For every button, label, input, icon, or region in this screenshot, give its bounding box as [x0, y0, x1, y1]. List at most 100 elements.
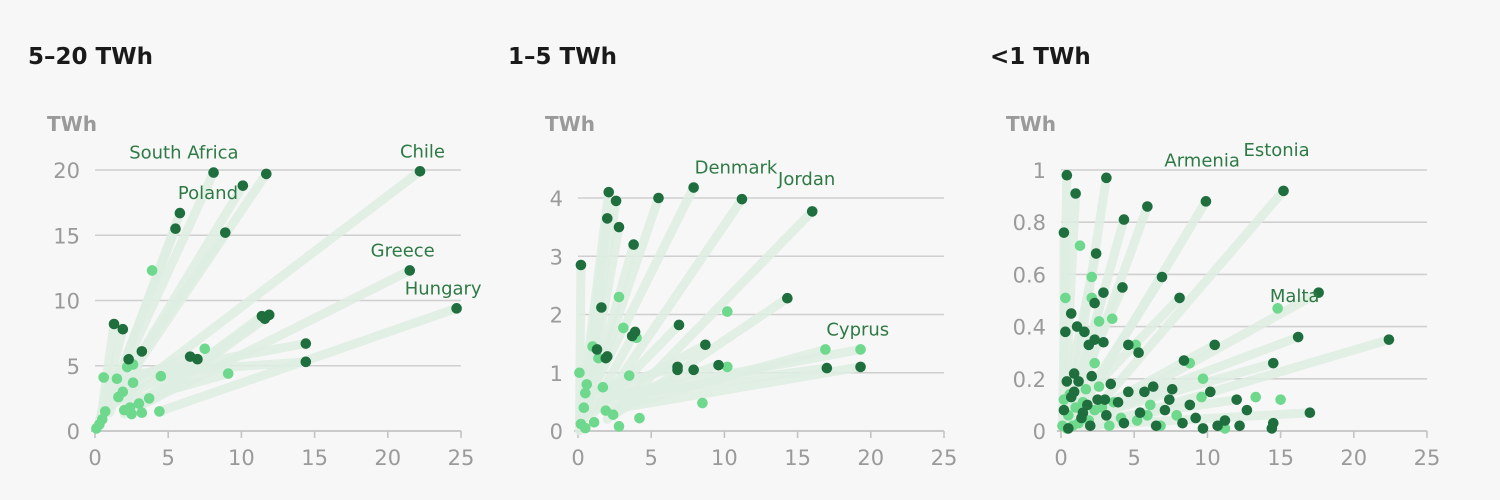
data-point-light — [1275, 394, 1286, 405]
data-point-light — [597, 382, 609, 393]
data-point-light — [613, 291, 625, 303]
data-point-light — [1093, 381, 1105, 392]
y-tick-label: 4 — [550, 187, 563, 211]
connector-line — [595, 194, 747, 413]
data-point-dark — [1164, 394, 1175, 405]
connector-line — [112, 354, 202, 406]
data-point-light — [143, 393, 155, 404]
connector-line — [617, 362, 866, 413]
data-point-dark — [1070, 188, 1081, 199]
data-point-dark — [1101, 410, 1112, 421]
data-point-dark — [600, 352, 612, 364]
data-point-light — [574, 367, 585, 379]
data-point-dark — [596, 302, 607, 313]
data-point-light — [1106, 313, 1118, 325]
y-tick-label: 0.8 — [1013, 211, 1046, 235]
data-point-light — [580, 422, 591, 434]
data-point-dark — [713, 359, 724, 371]
data-point-light — [618, 322, 629, 334]
data-point-dark — [1086, 370, 1098, 382]
x-tick-label: 25 — [448, 446, 475, 470]
data-point-light — [127, 377, 139, 389]
x-tick-label: 10 — [711, 446, 738, 470]
data-point-dark — [1068, 368, 1080, 379]
connector-line — [585, 327, 640, 419]
data-point-dark — [1266, 423, 1278, 434]
data-point-dark — [1118, 417, 1130, 429]
connector-line — [591, 362, 683, 395]
data-point-dark — [1133, 347, 1144, 359]
data-point-dark — [1142, 201, 1153, 212]
data-point-dark — [855, 361, 866, 373]
data-point-dark — [1178, 355, 1190, 366]
x-tick-label: 5 — [645, 446, 658, 470]
x-tick-label: 15 — [301, 446, 328, 470]
data-point-dark — [688, 364, 699, 376]
data-point-light — [1171, 410, 1182, 421]
x-tick-label: 25 — [1414, 446, 1441, 470]
data-point-dark — [700, 339, 711, 351]
country-label: Estonia — [1243, 140, 1309, 161]
data-point-dark — [1071, 321, 1083, 332]
data-point-dark — [174, 207, 186, 219]
data-point-light — [581, 379, 593, 390]
connector-line — [574, 260, 586, 436]
data-point-light — [607, 409, 619, 420]
data-point-dark — [1166, 383, 1178, 395]
data-point-light — [199, 343, 211, 355]
x-tick-label: 20 — [1340, 446, 1367, 470]
data-point-light — [118, 404, 130, 416]
data-point-dark — [404, 265, 416, 276]
data-point-light — [113, 391, 124, 403]
y-tick-label: 0.2 — [1013, 368, 1046, 392]
data-point-light — [588, 416, 600, 428]
data-point-light — [1089, 357, 1100, 369]
data-point-light — [623, 370, 635, 381]
x-tick-label: 20 — [857, 446, 884, 470]
data-point-light — [1250, 391, 1262, 403]
country-label: Poland — [178, 183, 238, 204]
x-tick-label: 15 — [1267, 446, 1294, 470]
x-tick-label: 0 — [571, 446, 584, 470]
data-point-light — [1086, 271, 1098, 283]
data-point-dark — [300, 356, 312, 368]
data-point-light — [634, 412, 645, 424]
x-tick-label: 25 — [931, 446, 958, 470]
y-tick-label: 1 — [550, 362, 563, 386]
data-point-dark — [1099, 394, 1111, 405]
y-tick-label: 2 — [550, 304, 563, 328]
data-point-dark — [1073, 376, 1084, 387]
data-point-light — [613, 421, 625, 432]
data-point-light — [1070, 402, 1081, 413]
data-point-dark — [1209, 339, 1221, 351]
data-point-dark — [672, 364, 683, 376]
y-tick-label: 3 — [550, 245, 563, 269]
data-point-light — [155, 370, 167, 382]
data-point-dark — [1083, 339, 1095, 351]
data-point-dark — [1139, 386, 1150, 398]
data-point-light — [1104, 420, 1115, 432]
data-point-dark — [626, 330, 638, 342]
y-axis-unit: TWh — [1006, 112, 1056, 136]
data-point-dark — [1084, 420, 1096, 432]
country-label: Jordan — [777, 169, 835, 190]
data-point-dark — [414, 166, 426, 177]
data-point-dark — [1278, 185, 1289, 197]
data-point-light — [91, 423, 102, 434]
connector-line — [582, 183, 699, 407]
y-tick-label: 20 — [53, 159, 80, 183]
data-point-dark — [170, 223, 181, 235]
data-point-light — [1197, 373, 1209, 385]
data-point-dark — [1313, 287, 1324, 298]
country-label: Denmark — [695, 158, 778, 179]
data-point-dark — [1061, 376, 1073, 387]
x-tick-label: 10 — [228, 446, 255, 470]
connector-line — [94, 324, 128, 426]
data-point-dark — [1123, 386, 1134, 398]
data-point-light — [154, 406, 165, 417]
data-point-dark — [1212, 420, 1223, 432]
data-point-dark — [1058, 227, 1070, 238]
data-point-dark — [1112, 396, 1124, 408]
